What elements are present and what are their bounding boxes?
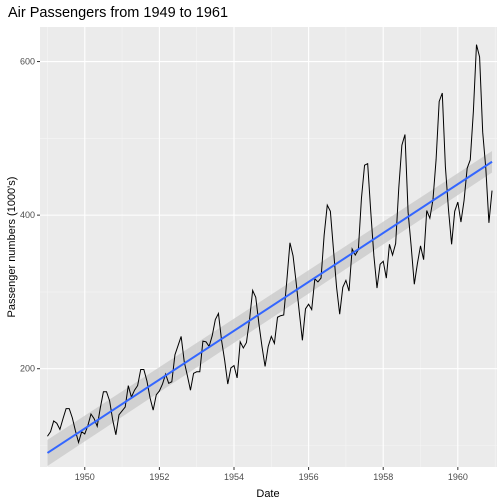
x-axis-title: Date — [256, 488, 279, 500]
y-tick-label: 400 — [20, 210, 35, 220]
y-axis: 200 400 600 — [20, 57, 40, 374]
x-tick-label: 1952 — [149, 472, 169, 482]
x-tick-label: 1956 — [299, 472, 319, 482]
y-tick-label: 200 — [20, 364, 35, 374]
series-line — [47, 44, 493, 445]
chart-title: Air Passengers from 1949 to 1961 — [8, 5, 228, 21]
x-tick-label: 1960 — [448, 472, 468, 482]
x-tick-label: 1958 — [373, 472, 393, 482]
x-tick-label: 1950 — [75, 472, 95, 482]
x-axis: 1950 1952 1954 1956 1958 1960 — [75, 467, 468, 482]
y-axis-title: Passenger numbers (1000's) — [6, 177, 18, 318]
x-tick-label: 1954 — [224, 472, 244, 482]
grid-major — [40, 27, 497, 467]
y-tick-label: 600 — [20, 57, 35, 67]
trend-line — [46, 160, 493, 454]
